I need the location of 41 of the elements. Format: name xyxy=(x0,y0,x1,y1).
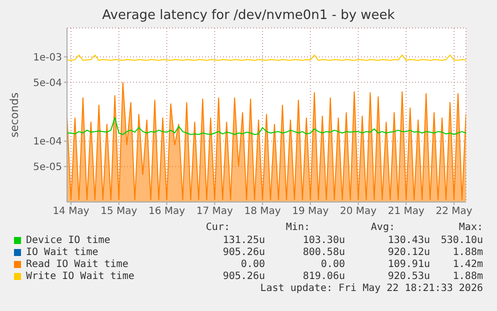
text: 819.06u xyxy=(302,271,345,282)
x-tick-label: 17 May xyxy=(196,206,233,218)
text: 905.26u xyxy=(222,247,265,258)
text: 920.53u xyxy=(388,271,430,282)
text: Last update: Fri May 22 18:21:33 2026 xyxy=(259,283,484,295)
x-tick-label: 18 May xyxy=(244,206,281,218)
text: Cur: xyxy=(206,222,230,233)
x-tick-label: 19 May xyxy=(292,206,329,218)
text: 0.00 xyxy=(240,259,265,270)
text: Avg: xyxy=(370,222,395,233)
y-tick-label: 1e-03 xyxy=(33,52,62,64)
text: 1.42m xyxy=(452,259,483,270)
text: 905.26u xyxy=(222,271,265,282)
text: 920.12u xyxy=(388,247,430,258)
y-tick-label: 1e-04 xyxy=(33,136,62,148)
x-tick-label: 14 May xyxy=(52,206,90,218)
text: 103.30u xyxy=(302,235,345,246)
text: Min: xyxy=(286,222,310,233)
legend-label: Device IO time xyxy=(26,235,110,246)
text: 530.10u xyxy=(440,235,483,246)
legend-label: IO Wait time xyxy=(26,247,98,258)
x-tick-label: 22 May xyxy=(436,206,472,218)
text: 1.88m xyxy=(452,271,483,282)
x-tick-label: 21 May xyxy=(388,206,425,218)
line-series xyxy=(67,117,466,136)
text: 1.88m xyxy=(452,247,483,258)
legend-label: Read IO Wait time xyxy=(26,259,128,270)
text: Max: xyxy=(458,222,483,233)
y-tick-label: 5e-05 xyxy=(33,162,62,174)
x-tick-label: 16 May xyxy=(148,206,186,218)
text: 0.00 xyxy=(320,259,345,270)
text: 130.43u xyxy=(388,235,430,246)
text: 109.91u xyxy=(388,259,430,270)
x-tick-label: 15 May xyxy=(100,206,138,218)
legend-label: Write IO Wait time xyxy=(26,271,134,282)
x-tick-label: 20 May xyxy=(340,206,377,218)
text: 131.25u xyxy=(222,235,265,246)
y-tick-label: 5e-04 xyxy=(33,78,62,89)
chart-title: Average latency for /dev/nvme0n1 - by week xyxy=(101,8,396,23)
y-axis-title: seconds xyxy=(8,92,21,138)
text: 800.58u xyxy=(302,247,345,258)
